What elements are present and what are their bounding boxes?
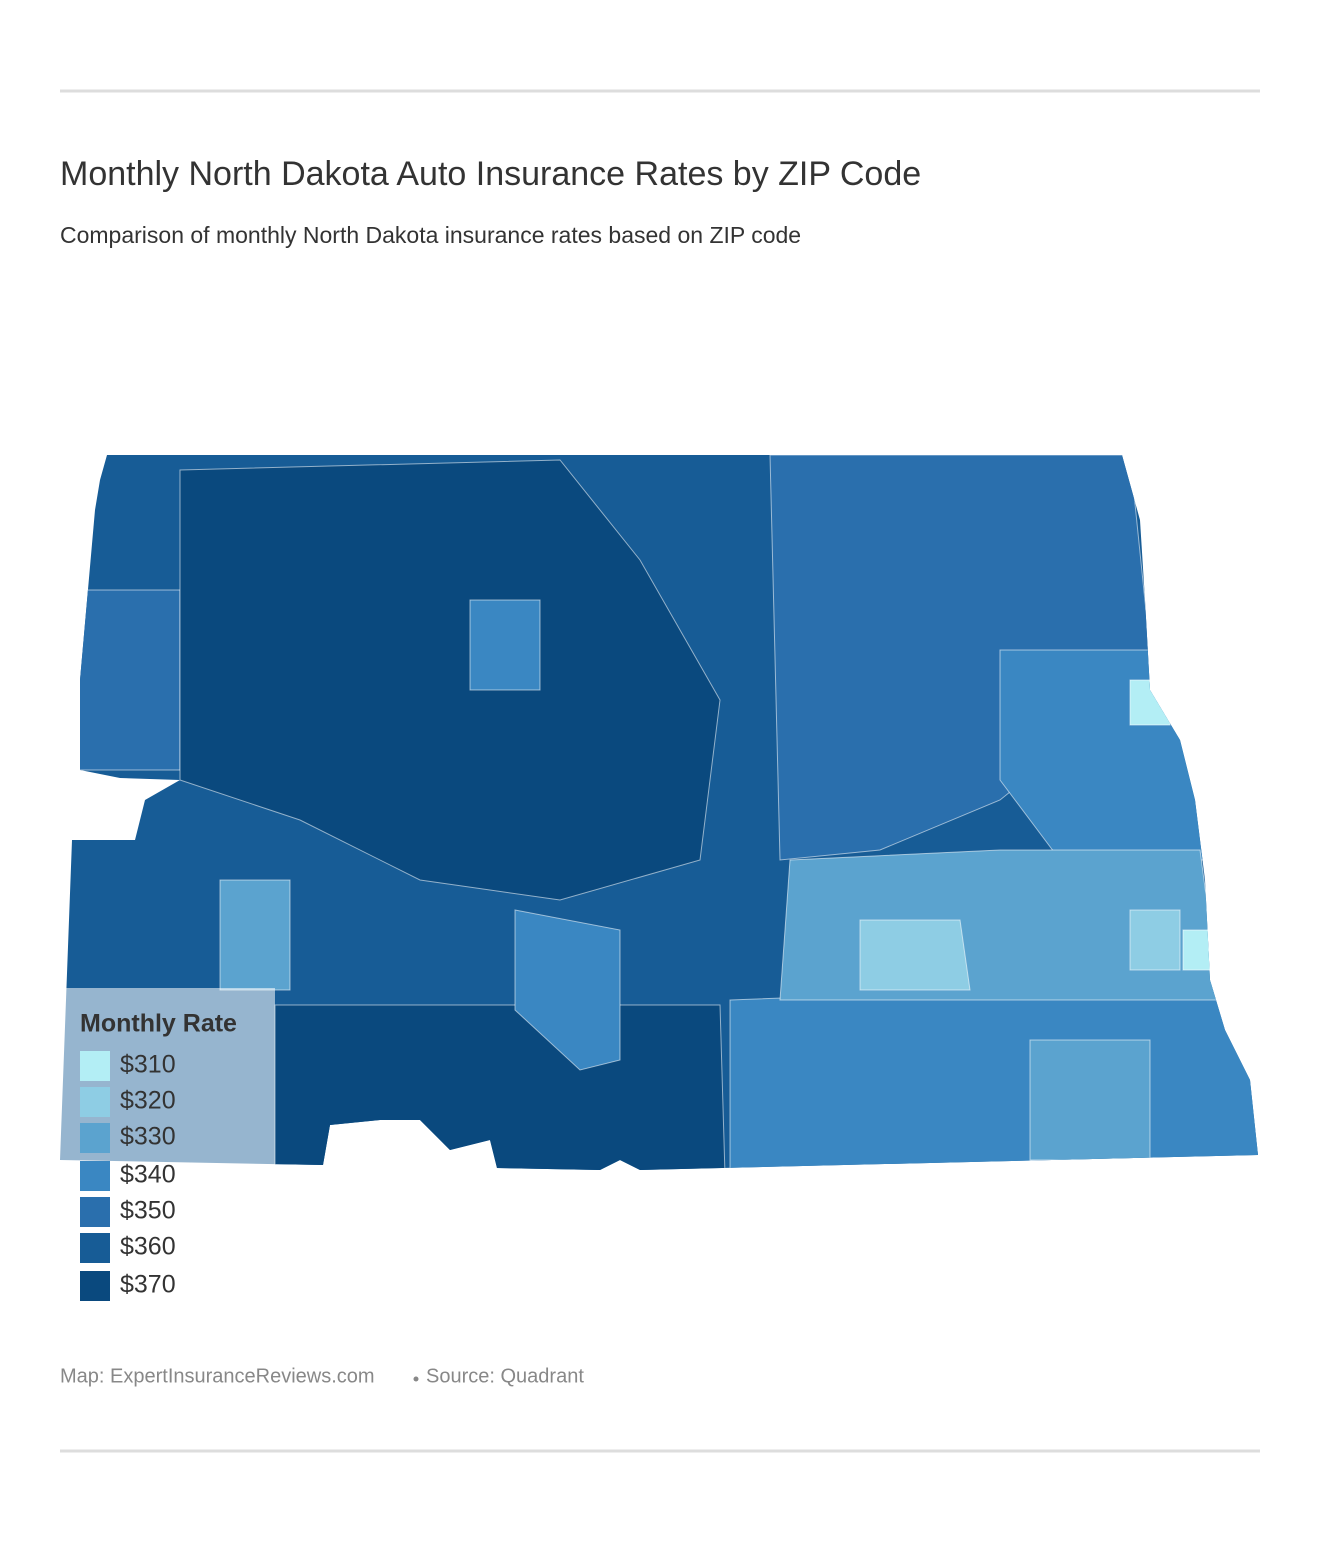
legend-swatch xyxy=(80,1123,110,1153)
legend-swatch xyxy=(80,1233,110,1263)
region xyxy=(274,1004,726,1170)
source: Source: Quadrant xyxy=(426,1365,584,1387)
region xyxy=(1029,1039,1151,1161)
region xyxy=(729,979,1258,1170)
legend-swatch xyxy=(80,1197,110,1227)
legend-label: $340 xyxy=(120,1161,176,1189)
legend-label: $320 xyxy=(120,1087,176,1115)
legend-label: $370 xyxy=(120,1271,176,1299)
legend-swatch xyxy=(80,1161,110,1191)
region xyxy=(60,589,181,771)
region xyxy=(1182,929,1221,971)
legend-label: $360 xyxy=(120,1233,176,1261)
region xyxy=(1129,679,1171,726)
region xyxy=(514,909,621,1071)
legend-swatch xyxy=(80,1051,110,1081)
region xyxy=(859,919,971,991)
legend-swatch xyxy=(80,1087,110,1117)
region xyxy=(469,599,541,691)
region xyxy=(1129,909,1181,971)
legend-swatch xyxy=(80,1271,110,1301)
subtitle: Comparison of monthly North Dakota insur… xyxy=(60,222,801,248)
legend-title: Monthly Rate xyxy=(80,1010,237,1038)
region xyxy=(179,459,721,901)
credit: Map: ExpertInsuranceReviews.com xyxy=(60,1365,375,1387)
title: Monthly North Dakota Auto Insurance Rate… xyxy=(60,155,921,193)
legend-label: $310 xyxy=(120,1051,176,1079)
region xyxy=(219,879,291,991)
legend-label: $330 xyxy=(120,1123,176,1151)
separator xyxy=(413,1376,419,1382)
legend: $310 $320 $330 $340 $350 $360 $370 xyxy=(80,1051,176,1301)
legend-label: $350 xyxy=(120,1197,176,1225)
